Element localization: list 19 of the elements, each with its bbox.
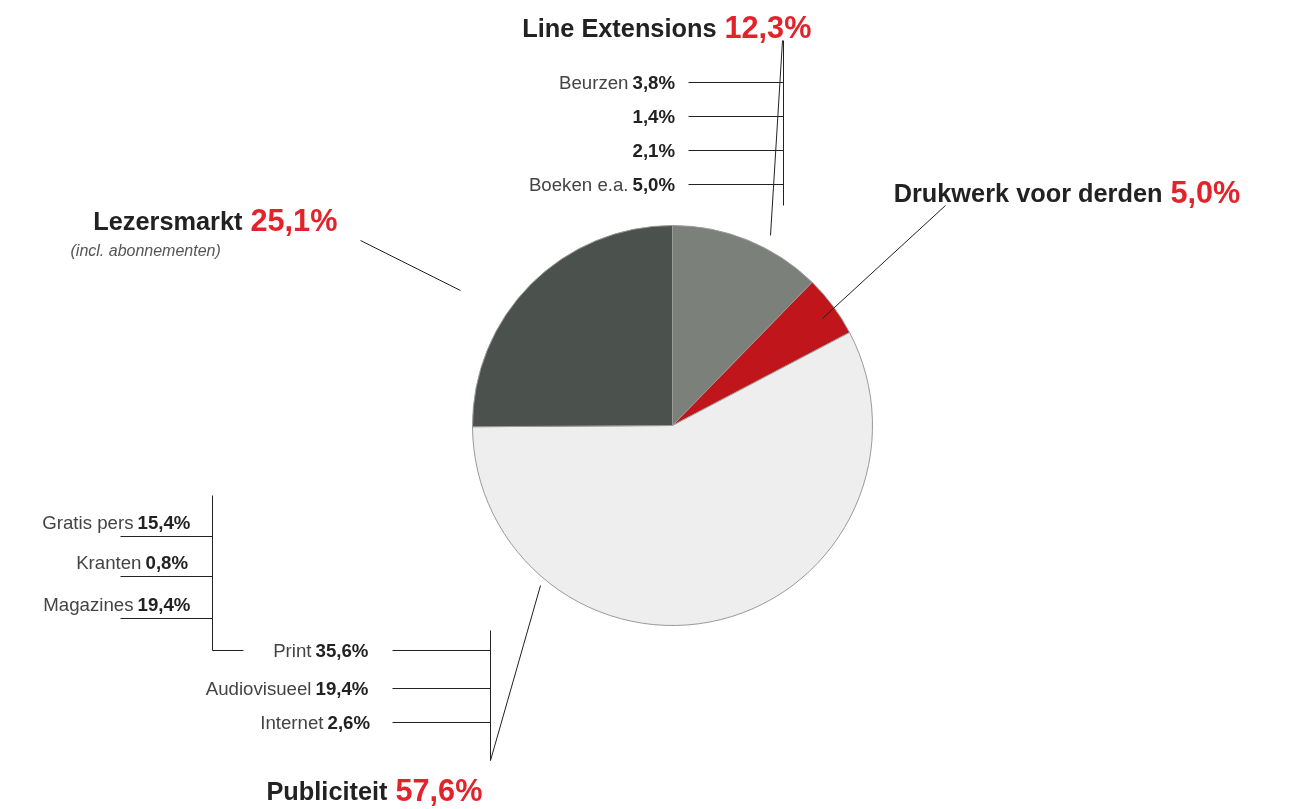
text: 2,1% <box>632 140 676 161</box>
slice-label: Publiciteit <box>266 776 389 805</box>
text: Magazines 19,4% <box>43 594 191 615</box>
slice-label: Line Extensions <box>522 13 717 42</box>
text: Internet 2,6% <box>260 712 371 733</box>
slice-label: Drukwerk voor derden <box>893 178 1163 207</box>
data-label: 57,6% <box>395 772 483 807</box>
text: Print 35,6% <box>273 640 369 661</box>
text: Kranten 0,8% <box>76 552 189 573</box>
text: Audiovisueel 19,4% <box>205 678 369 699</box>
text: Boeken e.a. 5,0% <box>528 174 676 195</box>
data-label: 5,0% <box>1170 174 1241 209</box>
data-label: 25,1% <box>250 202 338 237</box>
text: Gratis pers 15,4% <box>42 512 191 533</box>
text: 1,4% <box>632 106 676 127</box>
text: Beurzen 3,8% <box>559 72 676 93</box>
text: (incl. abonnementen) <box>70 242 221 259</box>
slice-label: Lezersmarkt <box>93 206 244 235</box>
data-label: 12,3% <box>724 9 812 44</box>
